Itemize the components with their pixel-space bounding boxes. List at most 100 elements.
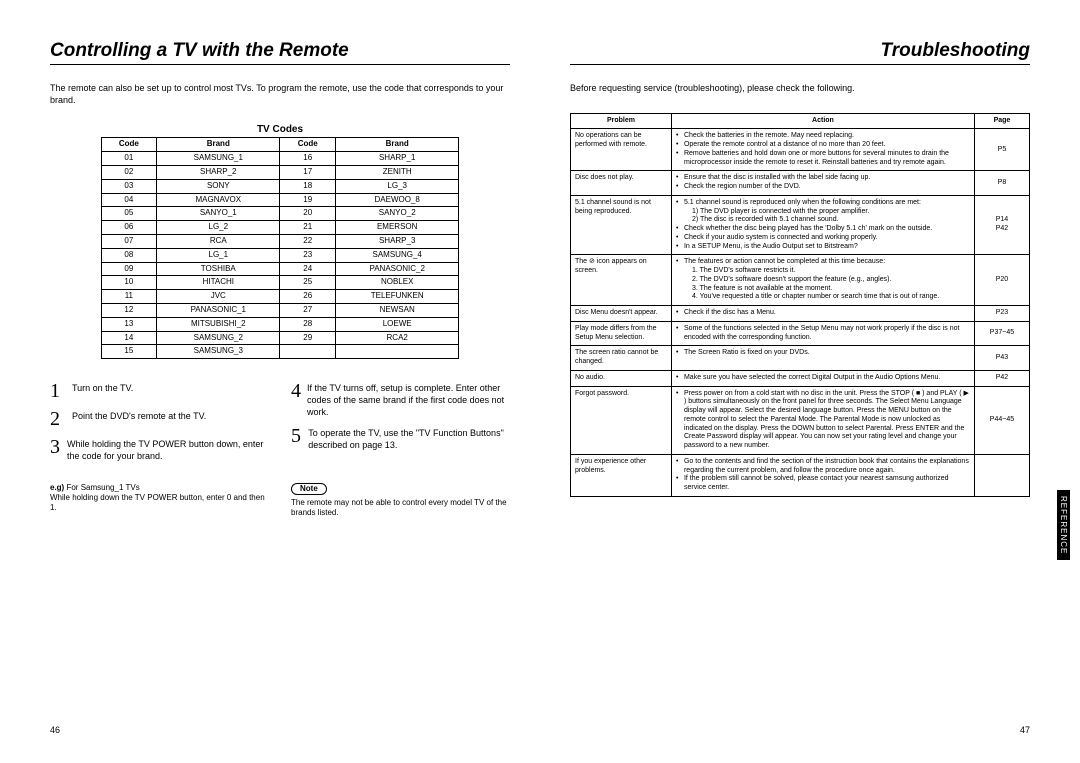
trouble-page: P14P42 (974, 195, 1029, 255)
eg-body: While holding down the TV POWER button, … (50, 493, 265, 512)
table-cell: PANASONIC_2 (335, 262, 458, 276)
table-cell: SHARP_2 (157, 165, 280, 179)
th-code2: Code (280, 138, 336, 152)
trouble-problem: The screen ratio cannot be changed. (571, 346, 672, 371)
table-cell: SAMSUNG_1 (157, 152, 280, 166)
table-cell: 03 (101, 179, 157, 193)
table-cell: 02 (101, 165, 157, 179)
tvcodes-table: Code Brand Code Brand 01SAMSUNG_116SHARP… (101, 137, 460, 359)
table-cell: PANASONIC_1 (157, 303, 280, 317)
table-cell: 01 (101, 152, 157, 166)
table-cell: 28 (280, 317, 336, 331)
trouble-action: Some of the functions selected in the Se… (671, 321, 974, 346)
table-cell: 05 (101, 207, 157, 221)
trouble-page: P23 (974, 306, 1029, 322)
trouble-page (974, 454, 1029, 496)
table-cell: SAMSUNG_2 (157, 331, 280, 345)
trouble-problem: 5.1 channel sound is not being reproduce… (571, 195, 672, 255)
table-cell: EMERSON (335, 221, 458, 235)
table-cell: ZENITH (335, 165, 458, 179)
table-cell: TOSHIBA (157, 262, 280, 276)
step-text: If the TV turns off, setup is complete. … (307, 381, 510, 418)
table-cell: 24 (280, 262, 336, 276)
table-cell: SHARP_3 (335, 234, 458, 248)
table-cell: 06 (101, 221, 157, 235)
trouble-problem: Disc does not play. (571, 171, 672, 196)
trouble-action: Go to the contents and find the section … (671, 454, 974, 496)
table-cell: 14 (101, 331, 157, 345)
table-cell: 20 (280, 207, 336, 221)
table-cell: LG_2 (157, 221, 280, 235)
note-row: e.g) For Samsung_1 TVs While holding dow… (50, 483, 510, 519)
page-left: Controlling a TV with the Remote The rem… (0, 0, 540, 763)
table-cell: HITACHI (157, 276, 280, 290)
table-cell: SHARP_1 (335, 152, 458, 166)
trouble-problem: If you experience other problems. (571, 454, 672, 496)
table-cell: 10 (101, 276, 157, 290)
note-body: The remote may not be able to control ev… (291, 498, 507, 517)
table-cell: 26 (280, 290, 336, 304)
trouble-action: 5.1 channel sound is reproduced only whe… (671, 195, 974, 255)
page-number-right: 47 (1020, 725, 1030, 735)
tvcodes-title: TV Codes (50, 124, 510, 135)
table-cell: NEWSAN (335, 303, 458, 317)
th-page: Page (974, 113, 1029, 129)
table-cell: 23 (280, 248, 336, 262)
trouble-page: P20 (974, 255, 1029, 306)
table-cell: SAMSUNG_4 (335, 248, 458, 262)
table-cell: 13 (101, 317, 157, 331)
trouble-page: P8 (974, 171, 1029, 196)
th-action: Action (671, 113, 974, 129)
table-cell: MITSUBISHI_2 (157, 317, 280, 331)
trouble-action: Check the batteries in the remote. May n… (671, 129, 974, 171)
table-cell: 15 (101, 345, 157, 359)
table-cell: JVC (157, 290, 280, 304)
note-label: Note (291, 483, 327, 495)
stepnum: 2 (50, 409, 66, 429)
table-cell: 12 (101, 303, 157, 317)
th-problem: Problem (571, 113, 672, 129)
table-cell: SAMSUNG_3 (157, 345, 280, 359)
table-cell: 08 (101, 248, 157, 262)
table-cell (280, 345, 336, 359)
table-cell: 25 (280, 276, 336, 290)
step-text: While holding the TV POWER button down, … (67, 437, 269, 462)
table-cell: 17 (280, 165, 336, 179)
th-code: Code (101, 138, 157, 152)
trouble-page: P42 (974, 370, 1029, 386)
trouble-action: Check if the disc has a Menu. (671, 306, 974, 322)
trouble-action: The features or action cannot be complet… (671, 255, 974, 306)
trouble-action: Make sure you have selected the correct … (671, 370, 974, 386)
trouble-problem: Play mode differs from the Setup Menu se… (571, 321, 672, 346)
table-cell: 19 (280, 193, 336, 207)
trouble-action: The Screen Ratio is fixed on your DVDs. (671, 346, 974, 371)
table-cell: 22 (280, 234, 336, 248)
table-cell: 21 (280, 221, 336, 235)
table-cell: 16 (280, 152, 336, 166)
trouble-action: Press power on from a cold start with no… (671, 386, 974, 454)
step-text: To operate the TV, use the "TV Function … (308, 426, 510, 451)
trouble-problem: No audio. (571, 370, 672, 386)
step-text: Turn on the TV. (72, 381, 133, 401)
steps: 1Turn on the TV. 2Point the DVD's remote… (50, 381, 510, 470)
table-cell: SONY (157, 179, 280, 193)
table-cell: SANYO_1 (157, 207, 280, 221)
page-title-right: Troubleshooting (570, 40, 1030, 62)
stepnum: 1 (50, 381, 66, 401)
table-cell: SANYO_2 (335, 207, 458, 221)
table-cell: 11 (101, 290, 157, 304)
title-rule: Troubleshooting (570, 40, 1030, 65)
table-cell: 09 (101, 262, 157, 276)
trouble-problem: No operations can be performed with remo… (571, 129, 672, 171)
table-cell: 07 (101, 234, 157, 248)
th-brand: Brand (157, 138, 280, 152)
table-cell: 27 (280, 303, 336, 317)
page-right: Troubleshooting Before requesting servic… (540, 0, 1080, 763)
table-cell: LOEWE (335, 317, 458, 331)
table-cell: NOBLEX (335, 276, 458, 290)
trouble-problem: Forgot password. (571, 386, 672, 454)
stepnum: 4 (291, 381, 301, 418)
table-cell: 04 (101, 193, 157, 207)
table-cell: RCA (157, 234, 280, 248)
table-cell: LG_3 (335, 179, 458, 193)
